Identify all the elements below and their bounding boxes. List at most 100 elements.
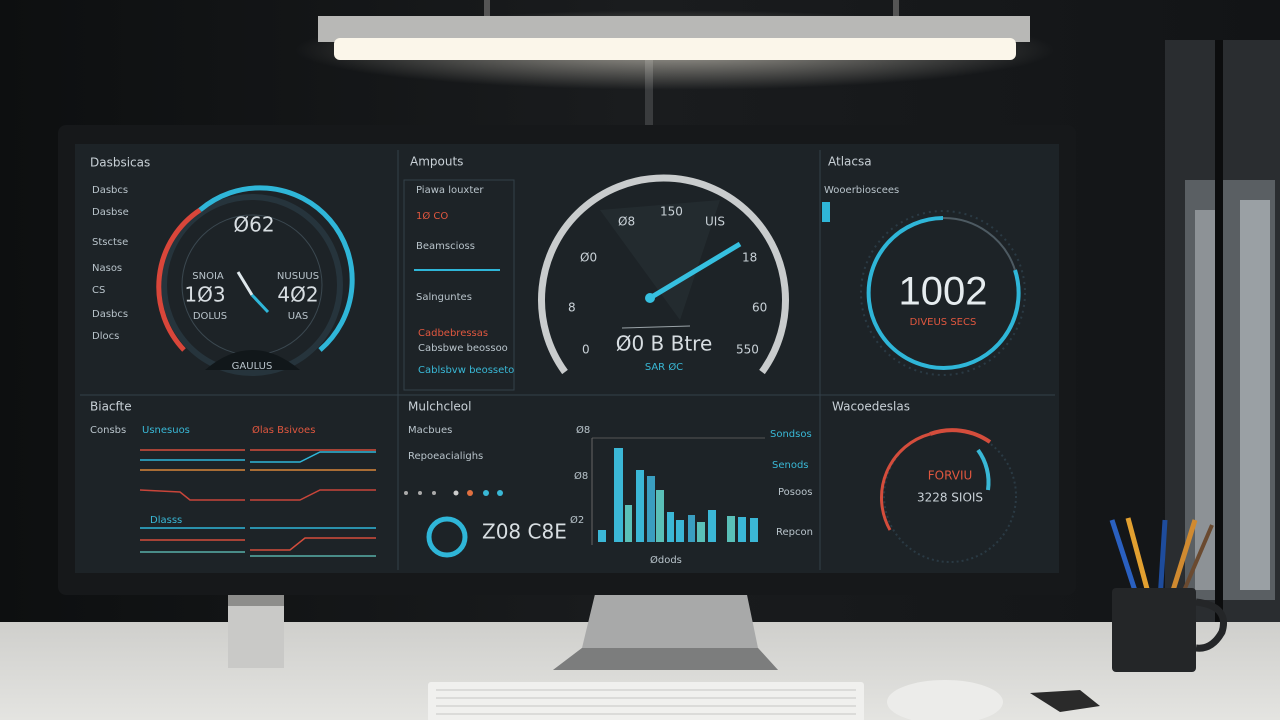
pencil-cup-part (1167, 519, 1198, 601)
label: Cabsbwe beossoo (418, 343, 508, 354)
bar-chart-part (667, 512, 674, 542)
gauge-left-part (250, 293, 270, 314)
gauge-right-part (866, 216, 1021, 370)
label: Repoeacialighs (408, 451, 483, 462)
gauge-left-part (205, 350, 300, 370)
gauge-tick-label: 0 (582, 343, 590, 357)
bar-chart-part (688, 515, 695, 542)
panel-title: Mulchcleol (408, 400, 472, 414)
bar-chart-part (636, 470, 644, 542)
pencil-cup-part (1112, 588, 1196, 672)
ceiling-lamp-part (893, 0, 899, 18)
gauge-center-part (538, 174, 789, 375)
desk-clip-part (1030, 690, 1100, 712)
panel-title: Biacfte (90, 400, 132, 414)
gauge-bottom-right-part (880, 432, 931, 531)
label: Wooerbioscees (824, 185, 899, 196)
background-part (1195, 210, 1217, 590)
gauge-bottom-right-part (976, 448, 991, 491)
panel-borders-part (403, 179, 515, 391)
label: Consbs (90, 425, 126, 436)
ceiling-lamp-part (484, 0, 490, 18)
line-chart-part (139, 489, 376, 501)
gauge-reading: 1Ø3 (184, 283, 225, 307)
gauge-label: FORVIU (928, 469, 973, 483)
gauge-right-part (942, 216, 1016, 271)
bar-chart-part (614, 448, 623, 542)
legend-label: Sondsos (770, 429, 812, 440)
indicator (822, 202, 830, 222)
label: Stsctse (92, 237, 128, 248)
panel-title: Dasbsicas (90, 156, 150, 170)
label: Nasos (92, 263, 122, 274)
keyboard-part (428, 682, 864, 720)
gauge-tick-label: 150 (660, 205, 683, 219)
pencil-cup-part (1157, 519, 1168, 601)
bar-chart-part (598, 530, 606, 542)
panel-title: Atlacsa (828, 155, 872, 169)
mouse-part (887, 680, 1003, 720)
gauge-bottom-right (880, 428, 1017, 563)
keyboard-part (436, 689, 856, 715)
bar-chart-part (647, 476, 655, 542)
dots-part (404, 491, 408, 495)
pencil-cup (1109, 517, 1227, 672)
donut (426, 516, 468, 558)
bar-chart-part (697, 522, 705, 542)
axis-label: Ø8 (574, 470, 588, 482)
line-chart-part (140, 537, 376, 551)
gauge-bottom-right-part (929, 428, 992, 444)
label: Cablsbvw beosseto (418, 365, 514, 376)
gauge-label: SNOIA (192, 271, 224, 282)
gauge-tick-label: 8 (568, 301, 576, 315)
gauge-tick-label: 60 (752, 301, 767, 315)
dots-part (497, 490, 503, 496)
label: CS (92, 285, 105, 296)
legend-label: Repcon (776, 527, 813, 538)
pencil-cup-part (1109, 519, 1141, 601)
gauge-label: SAR ØC (645, 361, 683, 373)
monitor-stand (553, 590, 778, 670)
gauge-reading: 4Ø2 (277, 283, 318, 307)
value-label: Z08 C8E (482, 520, 567, 544)
gauge-label: DOLUS (193, 311, 227, 322)
mouse (887, 680, 1003, 720)
background-part (1215, 40, 1223, 640)
speaker-part (228, 594, 284, 668)
legend-label: Posoos (778, 487, 812, 498)
dots-part (483, 490, 489, 496)
gauge-center-part (645, 293, 655, 303)
panel-title: Wacoedeslas (832, 400, 910, 414)
gauge-tick-label: UIS (705, 215, 725, 229)
gauge-tick-label: Ø0 (580, 251, 597, 265)
gauge-center-part (600, 200, 720, 320)
line-chart-part (140, 451, 376, 463)
bar-chart-part (708, 510, 716, 542)
label: Dasbcs (92, 309, 128, 320)
gauge-reading: 1002 (899, 270, 988, 314)
bar-chart-part (750, 518, 758, 542)
desk-clip (1030, 690, 1100, 712)
ceiling-lamp-part (334, 38, 1016, 60)
gauge-label: Ø62 (233, 213, 274, 237)
pencil-cup-part (1125, 517, 1153, 601)
gauge-center (538, 174, 789, 375)
gauge-left-part (236, 271, 254, 296)
label: Dlocs (92, 331, 119, 342)
bar-chart (591, 437, 765, 545)
gauge-label: GAULUS (232, 361, 273, 372)
gauge-right (860, 210, 1026, 376)
bar-chart-part (625, 505, 632, 542)
speaker (228, 594, 284, 668)
dots-part (467, 490, 473, 496)
gauge-label: UAS (288, 311, 309, 322)
gauge-tick-label: Ø8 (618, 215, 635, 229)
dots (404, 490, 503, 496)
gauge-left-part (198, 185, 355, 352)
line-chart-part (140, 551, 376, 557)
label: 1Ø CO (416, 210, 448, 222)
label: Piawa louxter (416, 185, 484, 196)
panel-borders (80, 150, 1055, 570)
axis-label: Ø8 (576, 424, 590, 436)
